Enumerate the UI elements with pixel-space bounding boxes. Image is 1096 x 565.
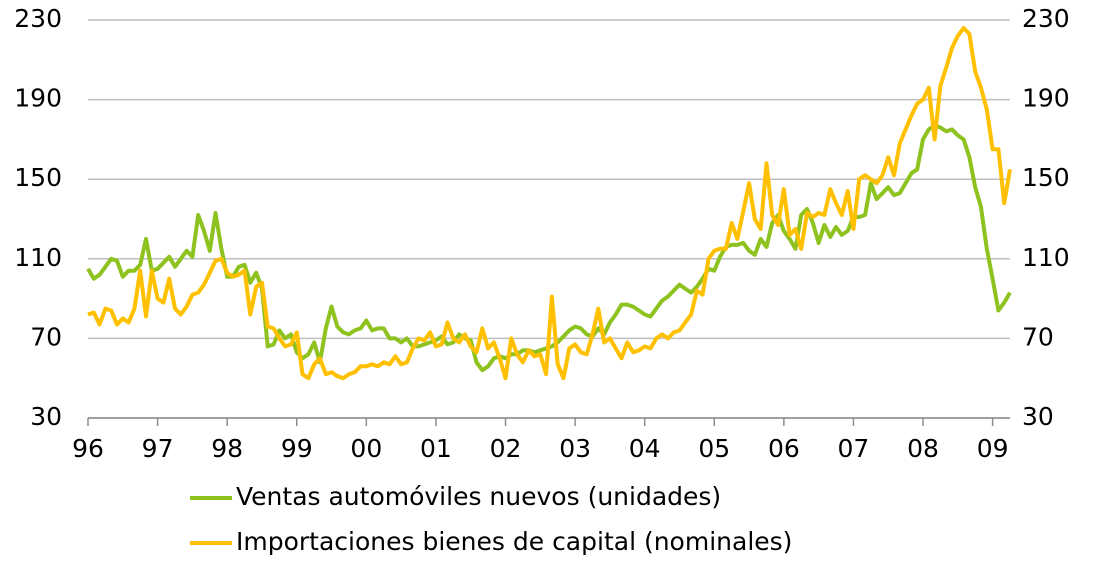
x-tick-label: 03: [559, 434, 591, 463]
legend-label: Importaciones bienes de capital (nominal…: [236, 527, 792, 556]
x-tick-label: 97: [142, 434, 174, 463]
y-tick-label: 70: [30, 322, 62, 351]
y2-tick-label: 230: [1022, 4, 1070, 33]
x-tick-label: 02: [490, 434, 522, 463]
x-tick-label: 00: [350, 434, 382, 463]
x-tick-label: 06: [768, 434, 800, 463]
y2-tick-label: 30: [1022, 402, 1054, 431]
y-tick-label: 190: [14, 84, 62, 113]
y2-tick-label: 150: [1022, 163, 1070, 192]
x-tick-label: 05: [698, 434, 730, 463]
y-tick-label: 110: [14, 243, 62, 272]
y2-tick-label: 70: [1022, 322, 1054, 351]
legend-label: Ventas automóviles nuevos (unidades): [236, 482, 721, 511]
x-tick-label: 08: [907, 434, 939, 463]
y-tick-label: 230: [14, 4, 62, 33]
x-tick-label: 99: [281, 434, 313, 463]
x-tick-label: 09: [977, 434, 1009, 463]
x-tick-label: 01: [420, 434, 452, 463]
y2-tick-label: 190: [1022, 84, 1070, 113]
x-tick-label: 07: [838, 434, 870, 463]
y2-tick-label: 110: [1022, 243, 1070, 272]
x-tick-label: 98: [211, 434, 243, 463]
series-line: [87, 26, 1012, 381]
y-tick-label: 150: [14, 163, 62, 192]
x-tick-label: 96: [72, 434, 104, 463]
y-tick-label: 30: [30, 402, 62, 431]
x-tick-label: 04: [629, 434, 661, 463]
